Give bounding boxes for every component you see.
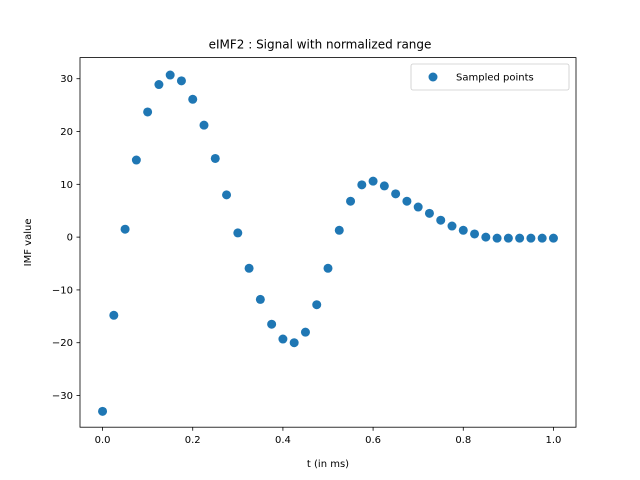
data-point <box>413 202 423 212</box>
data-point <box>424 208 434 218</box>
data-point <box>357 180 367 190</box>
y-tick-label: 30 <box>60 74 73 85</box>
data-point <box>379 181 389 191</box>
data-point <box>165 70 175 80</box>
data-point <box>154 80 164 90</box>
data-point <box>109 310 119 320</box>
data-point <box>548 233 558 243</box>
x-axis-label: t (in ms) <box>307 459 349 470</box>
y-tick-label: −30 <box>52 391 73 402</box>
x-tick-label: 0.6 <box>365 435 381 446</box>
data-point <box>447 221 457 231</box>
data-point <box>199 120 209 130</box>
data-point <box>537 233 547 243</box>
data-point <box>188 94 198 104</box>
x-tick-label: 0.2 <box>185 435 201 446</box>
data-point <box>289 338 299 348</box>
data-point <box>515 233 525 243</box>
legend: Sampled points <box>410 63 570 91</box>
data-point <box>98 406 108 416</box>
data-point <box>131 155 141 165</box>
data-point <box>391 189 401 199</box>
data-point <box>368 176 378 186</box>
legend-marker <box>428 72 438 82</box>
x-tick-label: 0.4 <box>275 435 291 446</box>
y-axis-label: IMF value <box>23 218 34 266</box>
data-point <box>470 229 480 239</box>
chart-title: eIMF2 : Signal with normalized range <box>209 38 432 52</box>
data-point <box>300 327 310 337</box>
y-tick-label: 20 <box>60 127 73 138</box>
y-tick-label: −10 <box>52 285 73 296</box>
y-tick-label: 0 <box>67 233 73 244</box>
data-point <box>526 233 536 243</box>
data-point <box>323 263 333 273</box>
legend-box <box>410 63 570 91</box>
data-point <box>267 319 277 329</box>
x-tick-label: 0.8 <box>455 435 471 446</box>
data-points <box>98 70 558 416</box>
y-tick-label: 10 <box>60 180 73 191</box>
data-point <box>255 294 265 304</box>
x-axis-ticks: 0.0 0.2 0.4 0.6 0.8 1.0 <box>95 427 562 446</box>
x-tick-label: 1.0 <box>546 435 562 446</box>
data-point <box>143 107 153 117</box>
legend-label: Sampled points <box>456 73 534 84</box>
data-point <box>346 196 356 206</box>
data-point <box>334 225 344 235</box>
data-point <box>312 300 322 310</box>
data-point <box>503 233 513 243</box>
data-point <box>222 190 232 200</box>
data-point <box>233 228 243 238</box>
data-point <box>436 215 446 225</box>
data-point <box>402 196 412 206</box>
data-point <box>481 232 491 242</box>
data-point <box>278 334 288 344</box>
x-tick-label: 0.0 <box>95 435 111 446</box>
data-point <box>210 153 220 163</box>
data-point <box>458 225 468 235</box>
y-tick-label: −20 <box>52 338 73 349</box>
data-point <box>120 224 130 234</box>
y-axis-ticks: −30 −20 −10 0 10 20 30 <box>52 74 80 402</box>
data-point <box>244 263 254 273</box>
data-point <box>176 76 186 86</box>
data-point <box>492 233 502 243</box>
plot-area-frame <box>79 57 577 428</box>
